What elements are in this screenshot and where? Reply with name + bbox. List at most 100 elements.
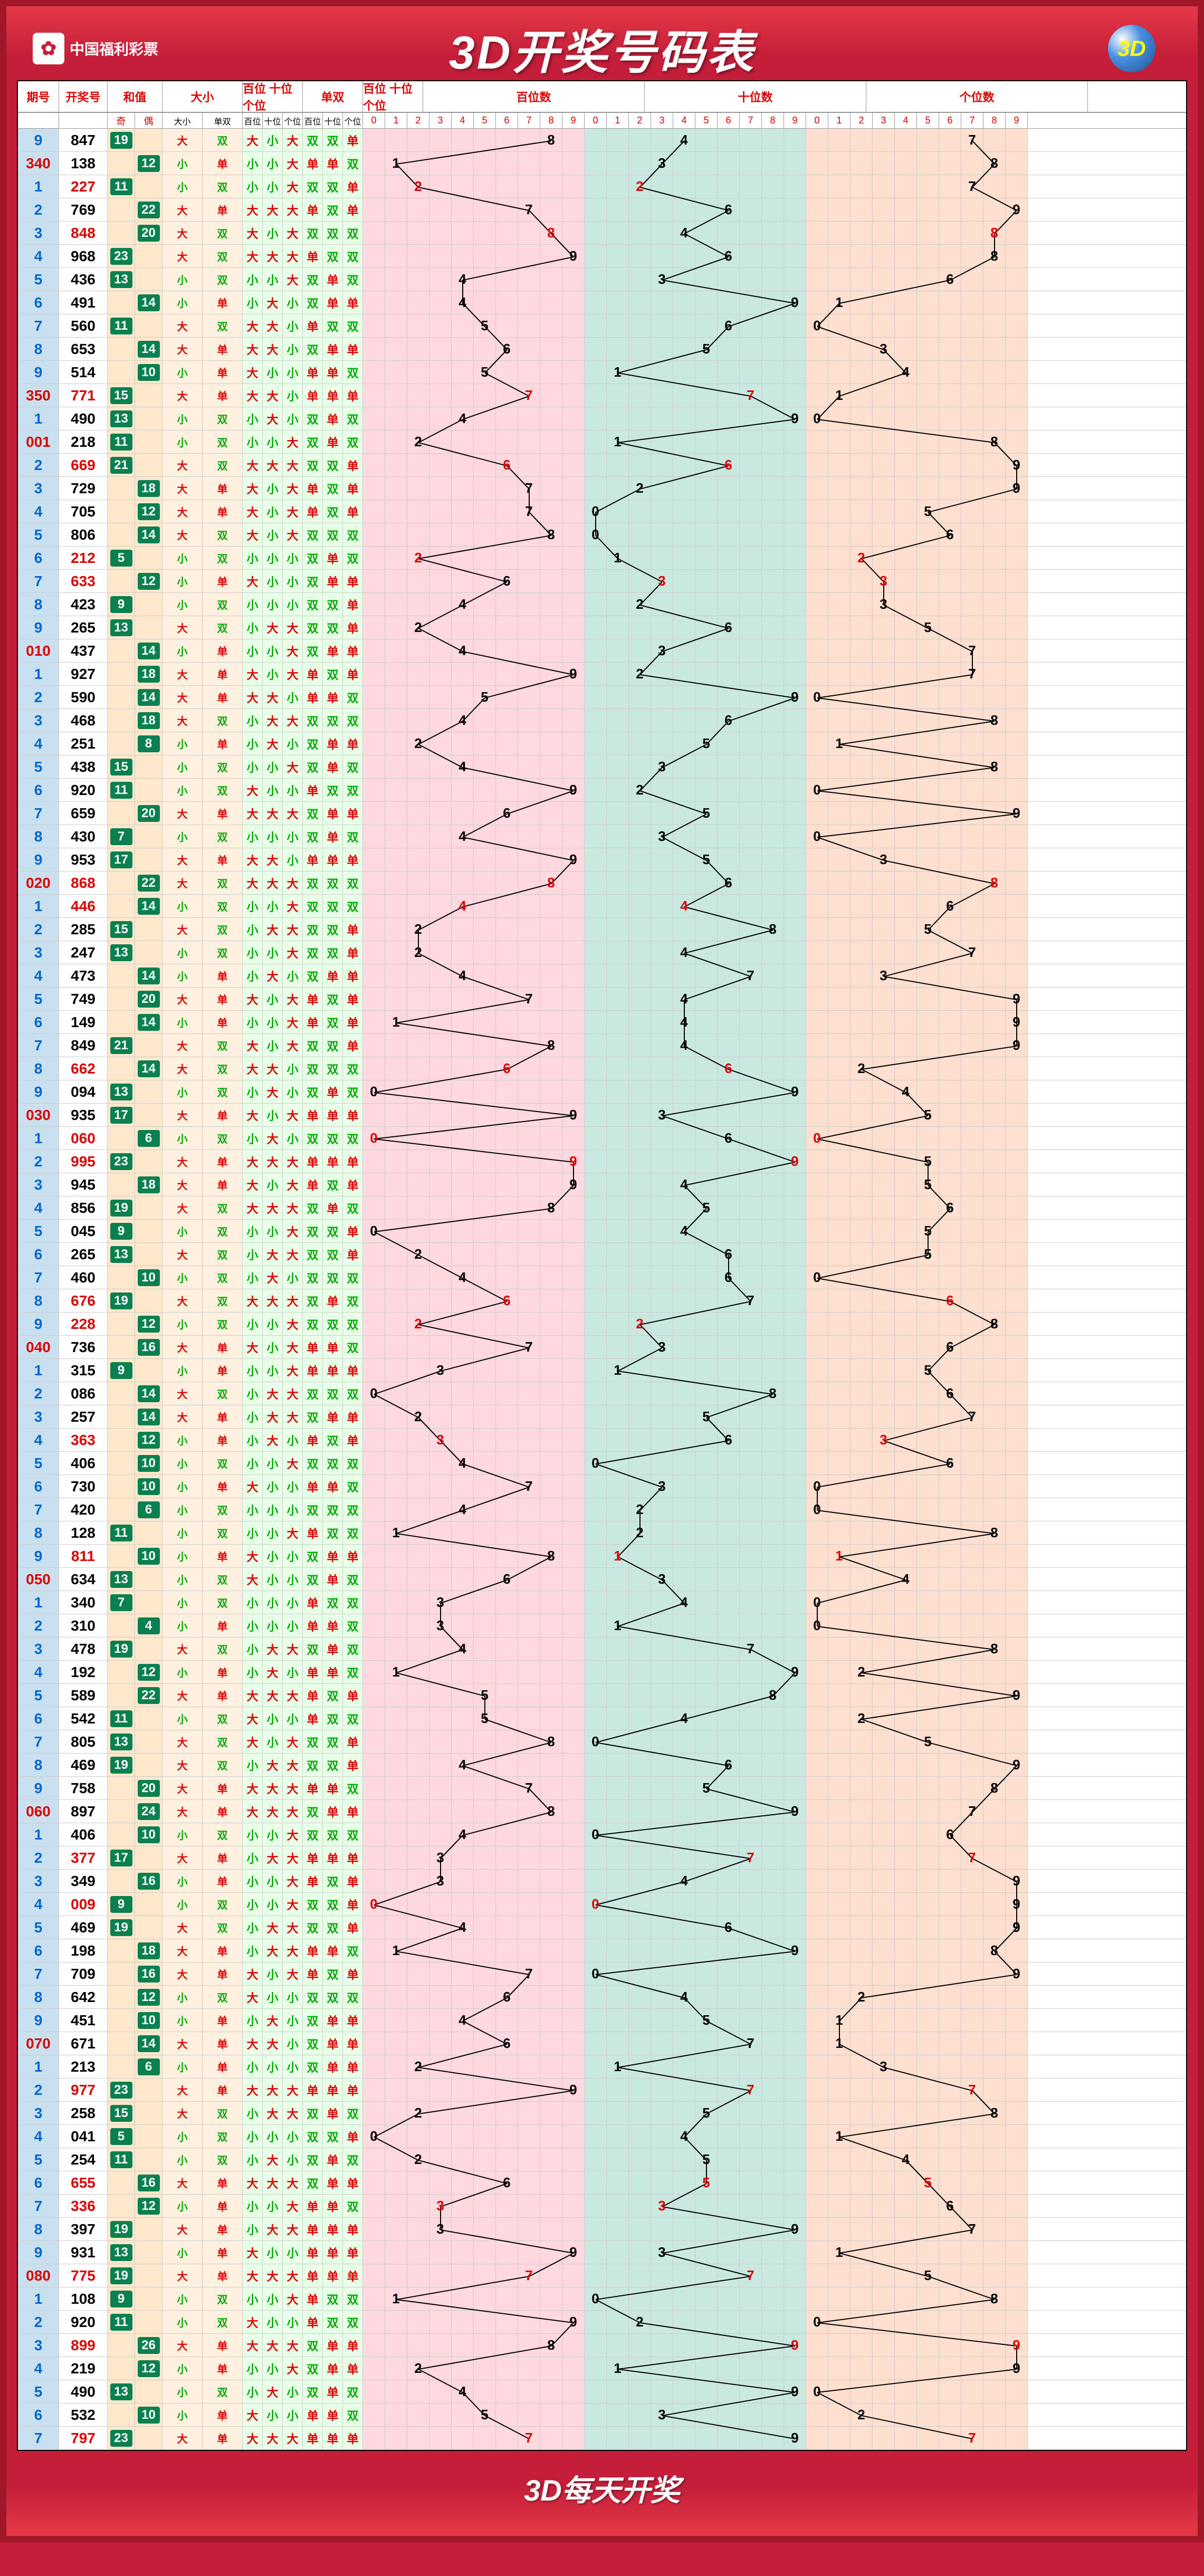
cell-grid (740, 1359, 762, 1382)
cell-grid (784, 848, 806, 871)
cell-grid (762, 1359, 784, 1382)
cell-number: 749 (59, 988, 108, 1010)
cell-sum-even: 26 (135, 2334, 163, 2357)
cell-grid (851, 755, 873, 778)
cell-sum-even: 6 (135, 1498, 163, 1521)
cell-grid (806, 2264, 828, 2287)
cell-sum-even: 12 (135, 500, 163, 523)
cell-grid (496, 1823, 518, 1846)
cell-grid (562, 1080, 585, 1103)
cell-ds-digit: 双 (343, 1661, 363, 1683)
cell-grid (939, 2403, 961, 2426)
cell-grid (673, 245, 695, 267)
cell-grid (828, 616, 851, 639)
cell-ds-digit: 双 (343, 1823, 363, 1846)
cell-sum-odd (108, 2009, 135, 2032)
cell-grid (385, 2195, 407, 2217)
cell-grid: 0 (363, 1893, 385, 1916)
cell-sum-odd (108, 477, 135, 500)
cell-grid (585, 2102, 607, 2124)
cell-grid (474, 1382, 496, 1405)
cell-number: 769 (59, 198, 108, 221)
cell-ds-digit: 双 (303, 2032, 323, 2055)
cell-grid (851, 2079, 873, 2101)
cell-grid: 4 (452, 1498, 474, 1521)
cell-grid (407, 2264, 429, 2287)
cell-grid (452, 2334, 474, 2357)
cell-grid (695, 2380, 718, 2403)
cell-dx-digit: 大 (283, 2357, 303, 2380)
cell-dx-digit: 小 (243, 2009, 263, 2032)
cell-grid (496, 918, 518, 941)
cell-ds-digit: 单 (343, 500, 363, 523)
cell-ds-digit: 单 (343, 732, 363, 755)
cell-grid (895, 941, 917, 964)
cell-ds-digit: 双 (323, 2311, 343, 2333)
cell-grid (828, 245, 851, 267)
cell-grid (607, 1405, 629, 1428)
cell-period: 3 (18, 1870, 59, 1892)
cell-grid (1006, 1823, 1028, 1846)
cell-ds-digit: 双 (303, 1754, 323, 1776)
cell-grid (562, 941, 585, 964)
cell-grid (695, 755, 718, 778)
cell-grid (407, 1173, 429, 1196)
cell-grid (363, 1104, 385, 1126)
cell-grid (496, 1962, 518, 1985)
cell-number: 460 (59, 1266, 108, 1289)
cell-grid (828, 2357, 851, 2380)
cell-grid (429, 2032, 452, 2055)
cell-grid (828, 848, 851, 871)
cell-grid (1006, 593, 1028, 616)
cell-grid (629, 129, 651, 151)
cell-ds-digit: 单 (343, 2357, 363, 2380)
cell-grid (917, 1684, 939, 1707)
table-row: 07067114大单大大小双单单671 (18, 2032, 1186, 2055)
cell-dx-digit: 小 (263, 1591, 283, 1614)
cell-grid: 5 (917, 616, 939, 639)
cell-period: 9 (18, 1080, 59, 1103)
cell-grid (695, 2311, 718, 2333)
cell-grid (518, 2125, 540, 2148)
cell-grid (1006, 1057, 1028, 1080)
cell-number: 490 (59, 2380, 108, 2403)
cell-danshuang: 单 (203, 1336, 243, 1358)
cell-grid (762, 2032, 784, 2055)
cell-dx-digit: 大 (283, 918, 303, 941)
cell-grid: 7 (518, 1336, 540, 1358)
cell-grid (518, 639, 540, 662)
cell-grid (1006, 918, 1028, 941)
cell-grid (562, 338, 585, 360)
cell-grid (429, 361, 452, 384)
cell-grid (385, 872, 407, 894)
cell-grid (939, 2009, 961, 2032)
cell-number: 363 (59, 1429, 108, 1451)
cell-grid (784, 1057, 806, 1080)
cell-grid (740, 663, 762, 685)
cell-grid (518, 755, 540, 778)
cell-grid (540, 732, 562, 755)
cell-period: 9 (18, 1777, 59, 1799)
cell-grid (983, 1266, 1006, 1289)
cell-grid (385, 1336, 407, 1358)
cell-grid (452, 222, 474, 244)
cell-grid (917, 245, 939, 267)
cell-grid (585, 918, 607, 941)
cell-ds-digit: 双 (323, 918, 343, 941)
cell-grid (518, 1011, 540, 1033)
cell-grid: 1 (385, 1661, 407, 1683)
cell-daxiao: 大 (163, 1289, 203, 1312)
cell-grid (1006, 1498, 1028, 1521)
cell-ds-digit: 双 (303, 593, 323, 616)
cell-grid (407, 361, 429, 384)
table-row: 237717大单小大大单单单377 (18, 1846, 1186, 1870)
cell-grid (828, 1916, 851, 1939)
table-row: 192718大单大小大单双单927 (18, 663, 1186, 686)
cell-grid (917, 2125, 939, 2148)
cell-grid (540, 1661, 562, 1683)
cell-number: 849 (59, 1034, 108, 1057)
cell-dx-digit: 大 (263, 1150, 283, 1173)
cell-grid (385, 1452, 407, 1474)
cell-grid (673, 1498, 695, 1521)
cell-grid (407, 1452, 429, 1474)
